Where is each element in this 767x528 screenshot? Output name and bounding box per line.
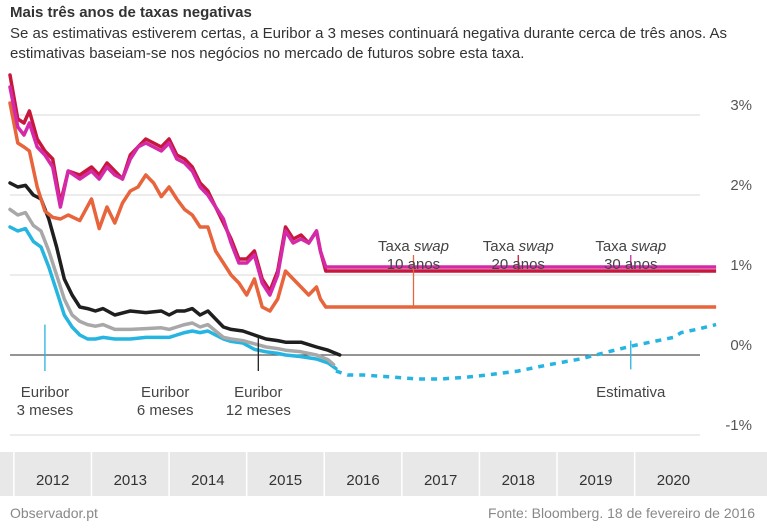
y-tick-label: 1% bbox=[730, 257, 752, 274]
label-euribor3-line2: 3 meses bbox=[17, 402, 74, 419]
grid-lines bbox=[10, 114, 700, 436]
y-tick-label: 0% bbox=[730, 337, 752, 354]
y-axis-ticks: 3% 2% 1% 0% -1% bbox=[725, 97, 752, 434]
label-swap20-line2: 20 anos bbox=[492, 256, 545, 273]
series-lines bbox=[8, 73, 717, 381]
y-tick-label: 3% bbox=[730, 97, 752, 114]
series-line-swap30 bbox=[8, 85, 328, 297]
label-swap10-line1: Taxa swap bbox=[378, 238, 449, 255]
x-axis-ticks: 2012 2013 2014 2015 2016 2017 2018 2019 2020 bbox=[36, 472, 690, 489]
series-line-estimativa bbox=[335, 322, 717, 381]
footer-source: Fonte: Bloomberg. 18 de fevereiro de 201… bbox=[488, 505, 755, 521]
label-swap10-line2: 10 anos bbox=[387, 256, 440, 273]
x-tick-label: 2019 bbox=[579, 472, 612, 489]
x-tick-label: 2012 bbox=[36, 472, 69, 489]
y-tick-label: 2% bbox=[730, 177, 752, 194]
x-tick-label: 2016 bbox=[346, 472, 379, 489]
chart-subtitle: Se as estimativas estiverem certas, a Eu… bbox=[10, 25, 728, 62]
year-bands bbox=[0, 452, 767, 496]
series-line-euribor3 bbox=[8, 225, 338, 371]
label-euribor6-line1: Euribor bbox=[141, 384, 189, 401]
x-tick-label: 2013 bbox=[114, 472, 147, 489]
x-tick-label: 2015 bbox=[269, 472, 302, 489]
label-euribor3-line1: Euribor bbox=[21, 384, 69, 401]
x-tick-label: 2020 bbox=[657, 472, 690, 489]
series-line-swap10 bbox=[8, 101, 328, 313]
x-tick-label: 2014 bbox=[191, 472, 224, 489]
chart-title: Mais três anos de taxas negativas bbox=[10, 4, 252, 21]
series-line-euribor6 bbox=[8, 207, 336, 367]
x-tick-label: 2017 bbox=[424, 472, 457, 489]
label-swap30-line1: Taxa swap bbox=[595, 238, 666, 255]
label-swap20-line1: Taxa swap bbox=[483, 238, 554, 255]
label-euribor12-line1: Euribor bbox=[234, 384, 282, 401]
footer-brand: Observador.pt bbox=[10, 505, 98, 521]
label-euribor6-line2: 6 meses bbox=[137, 402, 194, 419]
x-tick-label: 2018 bbox=[502, 472, 535, 489]
label-euribor12-line2: 12 meses bbox=[226, 402, 291, 419]
series-line-euribor12 bbox=[8, 181, 342, 357]
label-swap30-line2: 30 anos bbox=[604, 256, 657, 273]
y-tick-label: -1% bbox=[725, 417, 752, 434]
label-estimativa-line1: Estimativa bbox=[596, 384, 666, 401]
x-axis-band bbox=[0, 452, 767, 496]
